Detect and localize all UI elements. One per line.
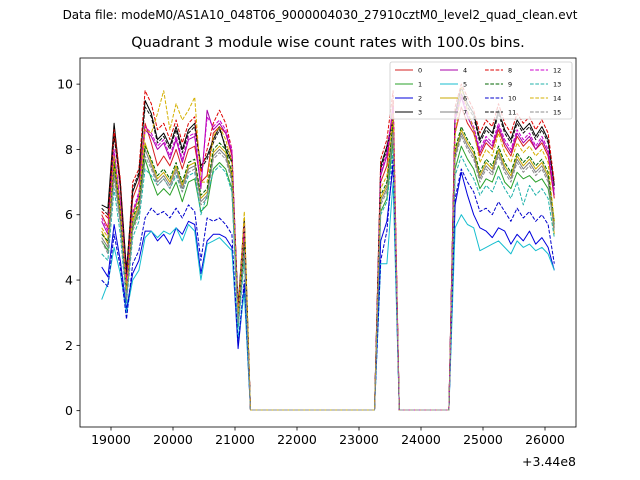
plot-frame [79, 57, 577, 428]
series-line-5 [101, 181, 555, 411]
y-tick-label: 0 [65, 403, 73, 418]
series-line-4 [101, 96, 555, 411]
y-tick-label: 2 [65, 338, 73, 353]
series-line-8 [101, 83, 555, 411]
series-line-7 [101, 129, 555, 411]
series-line-15 [101, 132, 555, 411]
y-tick-label: 4 [65, 273, 73, 288]
legend-label-1: 1 [418, 81, 422, 89]
legend-label-0: 0 [418, 67, 422, 75]
series-line-14 [101, 86, 555, 411]
x-tick-label: 25000 [463, 432, 503, 447]
series-line-1 [101, 139, 555, 411]
x-offset-label: +3.44e8 [522, 454, 576, 469]
series-line-11 [101, 93, 555, 411]
x-tick-label: 26000 [525, 432, 565, 447]
x-tick-label: 20000 [153, 432, 193, 447]
legend-label-6: 6 [463, 95, 467, 103]
x-tick-label: 23000 [339, 432, 379, 447]
series-line-0 [101, 100, 555, 411]
legend-label-4: 4 [463, 67, 467, 75]
series-line-3 [101, 86, 555, 411]
legend-box [389, 61, 573, 120]
y-tick-label: 6 [65, 207, 73, 222]
series-line-2 [101, 165, 555, 411]
legend-label-12: 12 [553, 67, 561, 75]
legend-label-8: 8 [508, 67, 512, 75]
legend-label-5: 5 [463, 81, 467, 89]
x-tick-label: 21000 [215, 432, 255, 447]
legend-label-7: 7 [463, 109, 467, 117]
legend-label-11: 11 [508, 109, 516, 117]
legend-label-14: 14 [553, 95, 561, 103]
legend-label-13: 13 [553, 81, 561, 89]
y-tick-label: 10 [57, 77, 73, 92]
legend-label-2: 2 [418, 95, 422, 103]
series-line-10 [101, 155, 555, 411]
legend-label-3: 3 [418, 109, 422, 117]
y-tick-label: 8 [65, 142, 73, 157]
x-tick-label: 24000 [401, 432, 441, 447]
x-tick-label: 19000 [91, 432, 131, 447]
figure-suptitle: Data file: modeM0/AS1A10_048T06_90000040… [62, 8, 578, 22]
legend-label-15: 15 [553, 109, 561, 117]
series-line-12 [101, 93, 555, 411]
legend-label-9: 9 [508, 81, 512, 89]
x-tick-label: 22000 [277, 432, 317, 447]
legend-label-10: 10 [508, 95, 516, 103]
chart-title: Quadrant 3 module wise count rates with … [131, 35, 525, 51]
